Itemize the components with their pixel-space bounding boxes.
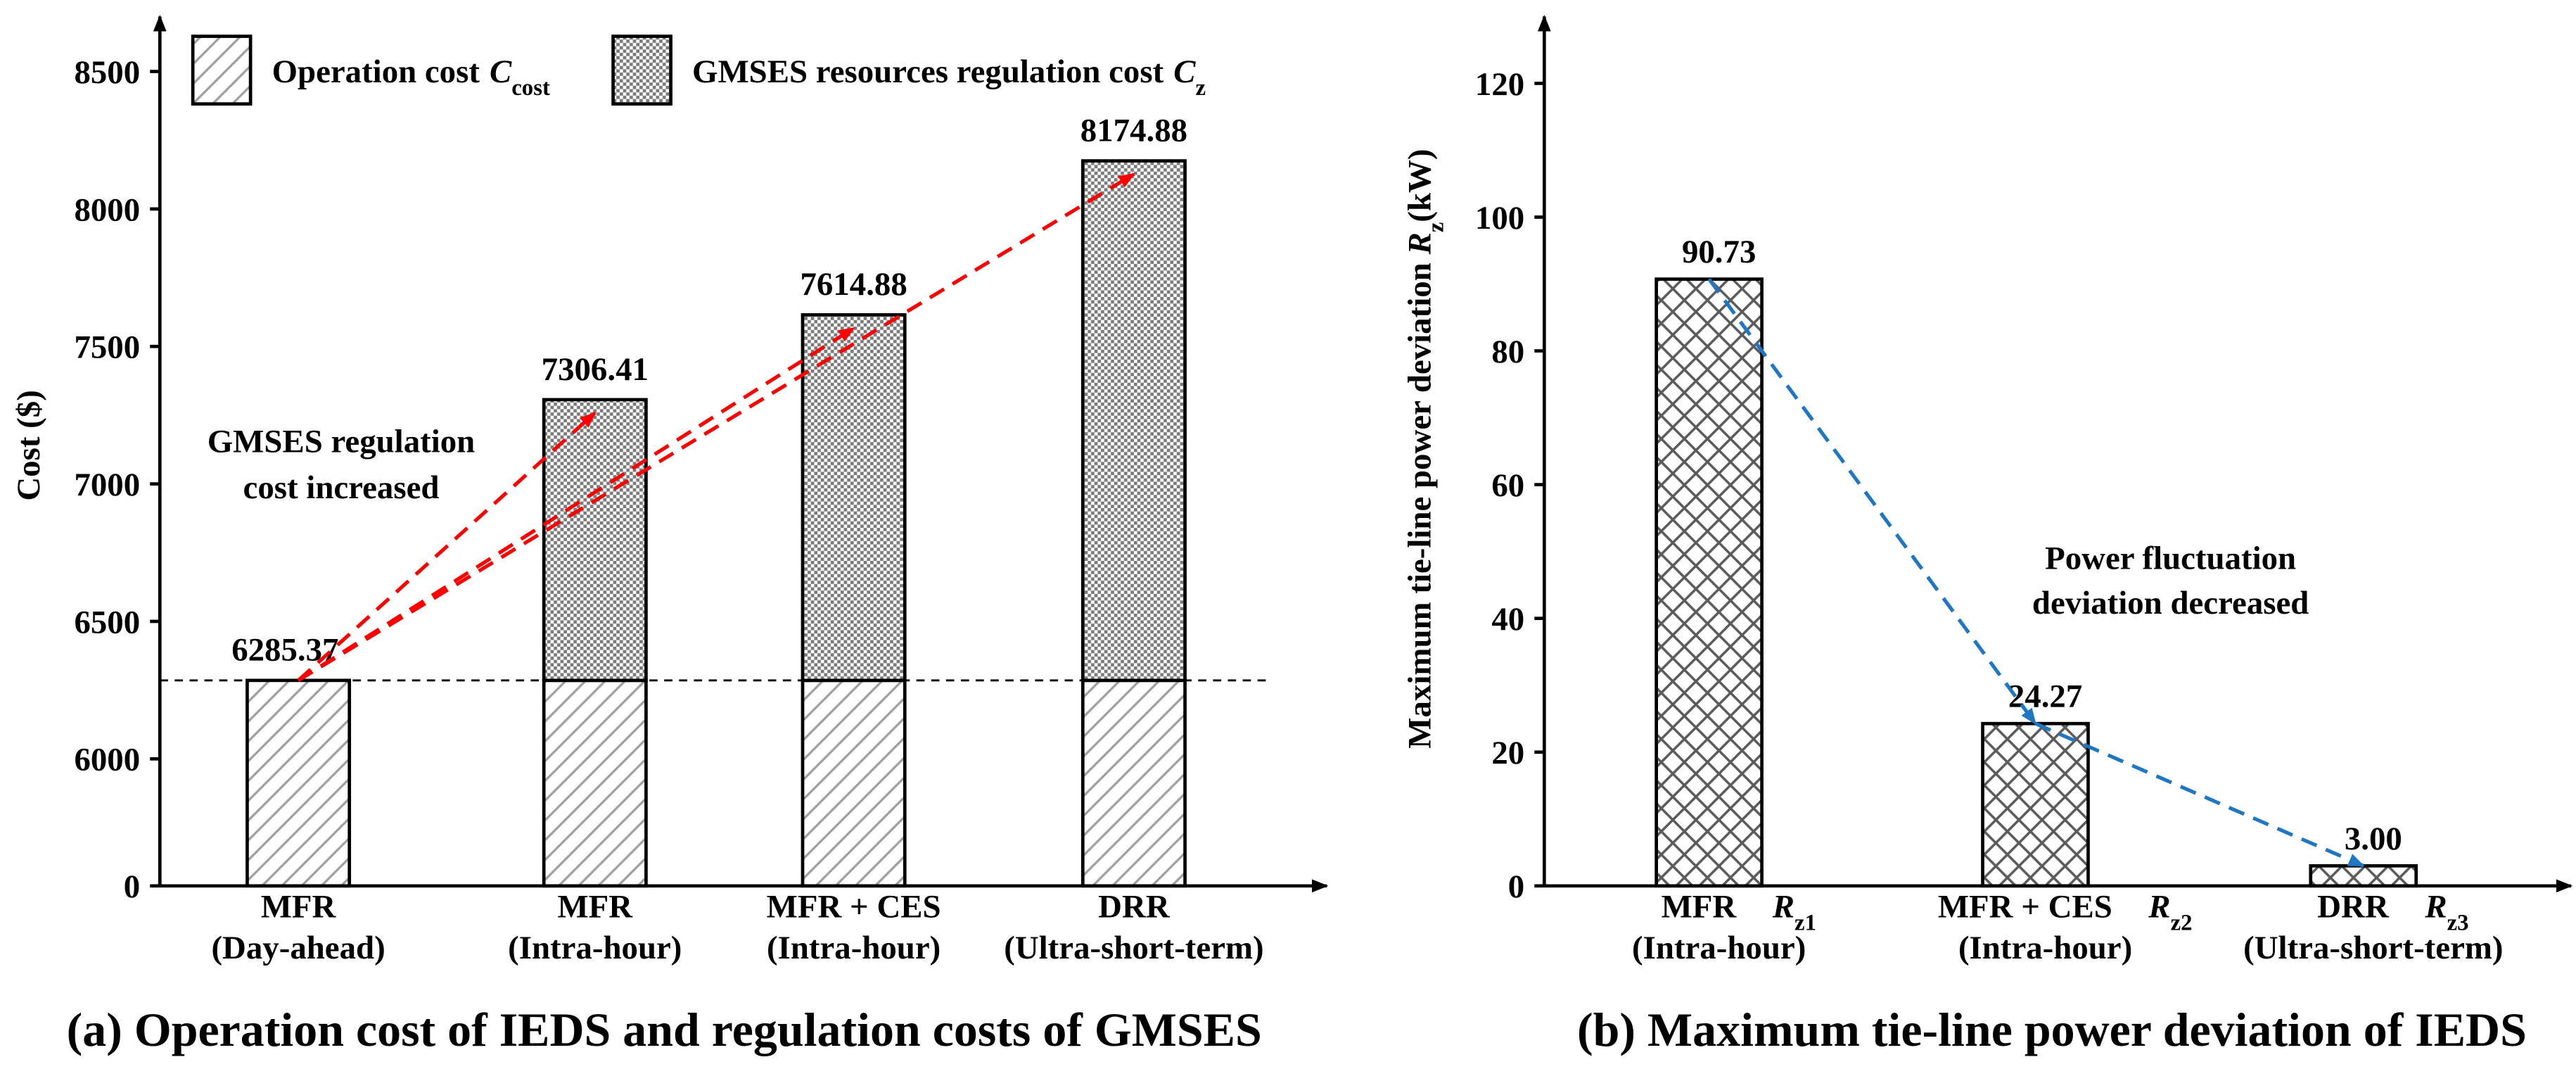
x-tick-label: (Intra-hour) [1632,930,1806,966]
legend-label-part: z [1196,75,1206,101]
bar-segment [801,678,907,888]
y-axis-label-part: z [1424,222,1449,233]
y-tick-label: 80 [1491,334,1524,370]
legend-label-part: C [1173,53,1196,90]
y-axis-label: Cost ($) [11,390,47,501]
legend-label-part: cost [511,75,550,101]
value-label: 3.00 [2345,821,2402,857]
y-axis-label-part: R [1402,232,1439,255]
chart-title: (a) Operation cost of IEDS and regulatio… [67,1003,1262,1056]
x-tick-label: MFR Rz1 [1662,888,1816,935]
y-tick-label: 0 [124,868,140,905]
y-tick-label: 8500 [74,54,140,91]
y-tick-label: 6500 [74,604,140,640]
y-axis-label: Maximum tie-line power deviation Rz(kW) [1402,149,1449,749]
annotation: deviation decreased [2032,585,2309,621]
x-tick-label-part: R [1772,888,1794,925]
x-tick-label: MFR + CES [767,888,941,925]
value-label: 90.73 [1682,234,1756,270]
bar [1654,277,1764,888]
legend-label: GMSES resources regulation cost Cz [692,53,1206,101]
x-tick-label-part: R [2148,888,2170,925]
legend-swatch [611,34,672,106]
x-tick-label: DRR Rz3 [2317,888,2468,935]
y-tick-label: 120 [1475,66,1524,103]
bar [2309,864,2418,888]
total-label: 8174.88 [1080,112,1187,148]
annotation-arrow [1707,278,2037,726]
x-tick-label-part: MFR [1662,888,1737,925]
x-tick-label-part: R [2424,888,2447,925]
x-tick-label-part: z1 [1794,910,1816,935]
legend-label-part: GMSES resources regulation cost [692,53,1164,90]
legend-swatch [191,34,253,106]
x-tick-label: (Ultra-short-term) [1004,930,1263,966]
y-tick-label: 7000 [74,467,140,503]
x-tick-label-part: MFR + CES [1938,888,2112,925]
y-tick-label: 8000 [74,191,140,228]
bar-segment [542,678,648,888]
x-tick-label-part: DRR [2317,888,2390,925]
annotation-arrow [297,326,855,682]
legend-label-part: C [490,53,512,90]
x-tick-label-part: z3 [2447,910,2469,935]
x-tick-label: (Day-ahead) [211,930,385,966]
x-tick-label: (Intra-hour) [1958,930,2132,966]
x-tick-label: MFR + CES Rz2 [1938,888,2193,935]
y-axis-label-part: (kW) [1402,149,1439,222]
y-tick-label: 6000 [74,742,140,778]
bar-segment [542,398,648,683]
x-tick-label: (Ultra-short-term) [2243,930,2503,966]
x-tick-label-part: z2 [2171,910,2193,935]
annotation-arrow [2034,721,2365,868]
x-tick-label: DRR [1098,888,1171,925]
x-tick-label: MFR [261,888,337,925]
bar-segment [1080,678,1187,888]
bar-segment [1080,159,1187,683]
total-label: 7306.41 [542,351,649,388]
y-tick-label: 60 [1491,467,1524,504]
annotation: Power fluctuation [2045,540,2296,577]
total-label: 7614.88 [801,266,907,303]
legend-label: Operation cost Ccost [272,53,550,101]
annotation-arrow [297,172,1135,683]
x-tick-label: (Intra-hour) [767,930,941,966]
annotation-arrow [297,411,597,682]
legend-label-part: Operation cost [272,53,480,90]
bar [1981,721,2090,888]
value-label: 24.27 [2008,678,2082,715]
y-tick-label: 100 [1475,200,1524,236]
y-tick-label: 7500 [74,329,140,366]
annotation: cost increased [243,469,440,506]
chart-title: (b) Maximum tie-line power deviation of … [1577,1003,2527,1056]
bar-segment [246,678,352,888]
annotation: GMSES regulation [208,423,475,460]
y-tick-label: 20 [1491,735,1524,771]
x-tick-label: MFR [557,888,633,925]
y-tick-label: 0 [1508,868,1524,905]
y-tick-label: 40 [1491,601,1524,638]
y-axis-label-part: Maximum tie-line power deviation [1402,262,1439,748]
x-tick-label: (Intra-hour) [508,930,682,966]
bar-segment [801,313,907,683]
